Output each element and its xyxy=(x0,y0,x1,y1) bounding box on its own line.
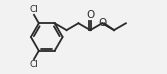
Text: O: O xyxy=(86,10,94,20)
Text: O: O xyxy=(98,18,106,28)
Text: Cl: Cl xyxy=(30,5,38,14)
Text: Cl: Cl xyxy=(30,60,38,69)
